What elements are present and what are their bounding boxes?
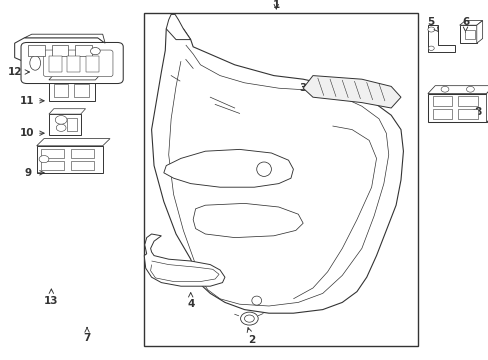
- Text: 10: 10: [20, 128, 44, 138]
- Polygon shape: [459, 21, 482, 25]
- Text: 13: 13: [44, 289, 59, 306]
- Polygon shape: [163, 149, 293, 187]
- Ellipse shape: [30, 56, 41, 70]
- Bar: [52, 45, 68, 56]
- Text: 6: 6: [461, 17, 468, 32]
- Circle shape: [244, 315, 254, 322]
- Polygon shape: [37, 139, 110, 146]
- Ellipse shape: [251, 296, 261, 305]
- Polygon shape: [54, 84, 68, 97]
- Circle shape: [427, 27, 434, 32]
- Polygon shape: [49, 109, 85, 114]
- Text: 8: 8: [469, 107, 481, 117]
- Text: 9: 9: [25, 168, 44, 178]
- Bar: [49, 56, 61, 72]
- Polygon shape: [49, 73, 101, 80]
- Text: 11: 11: [20, 96, 44, 106]
- Polygon shape: [49, 80, 95, 101]
- Bar: [464, 30, 474, 39]
- Polygon shape: [427, 25, 454, 52]
- Circle shape: [90, 48, 100, 55]
- Polygon shape: [151, 27, 403, 313]
- Polygon shape: [49, 114, 81, 135]
- Polygon shape: [15, 38, 105, 62]
- Text: 2: 2: [247, 328, 255, 345]
- Polygon shape: [144, 234, 224, 286]
- Bar: [432, 96, 451, 106]
- Circle shape: [56, 124, 66, 131]
- Polygon shape: [166, 14, 190, 40]
- Polygon shape: [427, 86, 488, 94]
- Text: 12: 12: [7, 67, 29, 77]
- Text: 7: 7: [83, 328, 91, 343]
- Bar: [41, 149, 64, 158]
- Bar: [144, 13, 417, 346]
- Polygon shape: [486, 86, 488, 122]
- Circle shape: [440, 86, 448, 92]
- Polygon shape: [193, 203, 303, 238]
- Circle shape: [427, 46, 433, 50]
- Text: 4: 4: [186, 293, 194, 309]
- FancyBboxPatch shape: [43, 50, 113, 77]
- Circle shape: [39, 156, 49, 163]
- Bar: [71, 161, 94, 170]
- Bar: [432, 109, 451, 119]
- FancyBboxPatch shape: [21, 42, 123, 84]
- Text: 5: 5: [426, 17, 438, 32]
- Bar: [67, 56, 80, 72]
- Circle shape: [55, 116, 67, 124]
- Bar: [457, 96, 477, 106]
- Polygon shape: [37, 146, 102, 173]
- Ellipse shape: [256, 162, 271, 176]
- Polygon shape: [24, 34, 105, 43]
- Circle shape: [240, 312, 258, 325]
- Bar: [75, 45, 92, 56]
- Text: 1: 1: [272, 0, 279, 10]
- Polygon shape: [74, 84, 89, 97]
- Polygon shape: [459, 25, 476, 43]
- Circle shape: [466, 86, 473, 92]
- Bar: [457, 109, 477, 119]
- Polygon shape: [427, 94, 486, 122]
- Bar: [86, 56, 99, 72]
- Bar: [28, 45, 45, 56]
- Bar: [67, 118, 77, 131]
- Bar: [41, 161, 64, 170]
- Polygon shape: [303, 76, 400, 108]
- Polygon shape: [476, 21, 482, 43]
- Text: 3: 3: [299, 83, 316, 93]
- Bar: [71, 149, 94, 158]
